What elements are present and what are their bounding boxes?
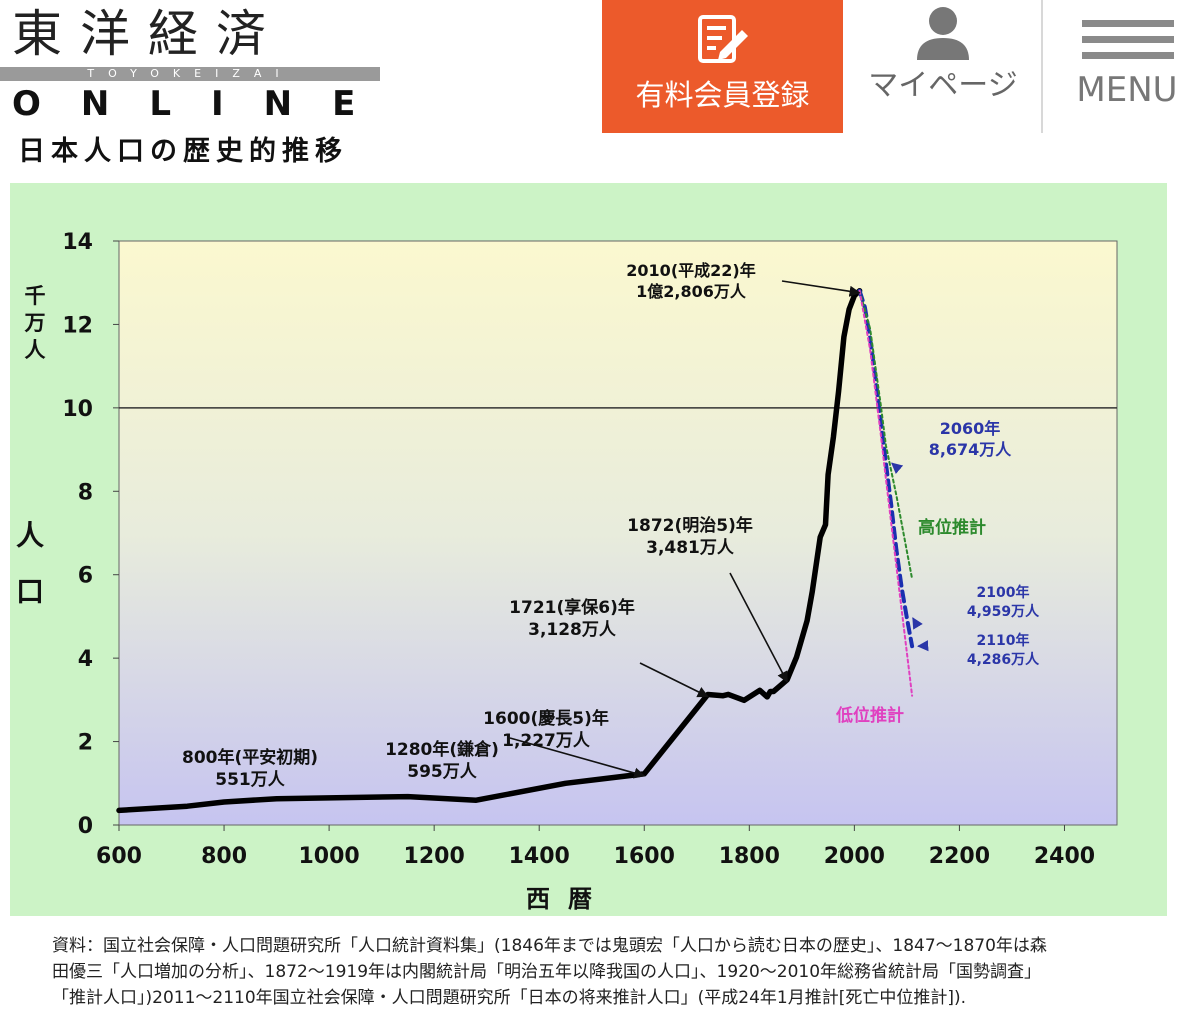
- series-line-3: [858, 289, 914, 580]
- x-tick-label: 2000: [824, 844, 885, 869]
- annotation-arrow: [891, 462, 904, 474]
- annotation-label: 1280年(鎌倉): [385, 739, 499, 760]
- annotation-label: 低位推計: [835, 705, 904, 726]
- edit-note-icon: [694, 12, 752, 74]
- annotation-label: 2060年: [940, 419, 1001, 438]
- source-line: 「推計人口」)2011～2110年国立社会保障・人口問題研究所「日本の将来推計人…: [52, 988, 967, 1008]
- annotation-label: 1億2,806万人: [636, 282, 747, 301]
- annotation-label: 2110年: [977, 632, 1030, 649]
- annotation-label: 4,959万人: [967, 603, 1040, 620]
- logo-online[interactable]: ONLINE: [12, 84, 396, 124]
- menu-button[interactable]: MENU: [1052, 0, 1198, 133]
- x-axis-label: 西暦: [526, 885, 610, 913]
- y-tick-label: 4: [78, 647, 93, 672]
- page-title: 日本人口の歴史的推移: [18, 136, 348, 167]
- x-tick-label: 800: [201, 844, 247, 869]
- y-tick-label: 12: [62, 313, 93, 338]
- y-tick-label: 0: [78, 814, 93, 839]
- plot-area: [118, 240, 1118, 826]
- series-line-2: [857, 288, 915, 649]
- annotation-arrow: [781, 280, 861, 297]
- annotation-arrow: [729, 572, 788, 683]
- unit-label-char: 人: [25, 338, 46, 362]
- unit-label-char: 万: [24, 311, 46, 335]
- population-chart: 0 2 4 6 8 10 12 14 600 800 1000 1200 1400 1600 1800 200…: [16, 230, 1118, 913]
- x-tick-label: 2200: [929, 844, 990, 869]
- x-tick-label: 1200: [404, 844, 465, 869]
- y-tick-label: 2: [78, 731, 93, 756]
- y-axis-label-char: 人: [16, 519, 44, 552]
- unit-label-char: 千: [25, 284, 46, 308]
- annotation-arrow: [509, 737, 646, 779]
- x-tick-label: 1000: [298, 844, 359, 869]
- annotation-arrow: [912, 617, 923, 630]
- series-line-1: [116, 288, 863, 814]
- person-icon: [911, 4, 975, 66]
- y-tick-label: 8: [78, 480, 93, 505]
- site-header: 東洋経済 TOYOKEIZAI ONLINE 有料会員登録 マイページ: [0, 0, 1198, 175]
- register-button[interactable]: 有料会員登録: [602, 0, 843, 133]
- header-divider: [1041, 0, 1043, 133]
- y-tick-label: 10: [62, 397, 93, 422]
- annotation-label: 4,286万人: [967, 651, 1040, 668]
- y-tick-label: 6: [78, 564, 93, 589]
- annotation-label: 3,481万人: [646, 538, 735, 558]
- annotation-label: 2100年: [977, 584, 1030, 601]
- annotation-label: 551万人: [215, 770, 285, 790]
- source-note: 資料：国立社会保障・人口問題研究所「人口統計資料集」(1846年までは鬼頭宏「人…: [52, 933, 1182, 1011]
- annotation-label: 1,227万人: [502, 731, 591, 751]
- annotation-label: 2010(平成22)年: [626, 261, 755, 280]
- x-tick-label: 2400: [1034, 844, 1095, 869]
- annotation-label: 3,128万人: [528, 620, 617, 640]
- mypage-label: マイページ: [868, 68, 1018, 103]
- annotation-label: 1872(明治5)年: [627, 515, 753, 536]
- logo-roman: TOYOKEIZAI: [87, 67, 293, 80]
- source-line: 資料：国立社会保障・人口問題研究所「人口統計資料集」(1846年までは鬼頭宏「人…: [52, 936, 1047, 956]
- y-tick-label: 14: [62, 230, 93, 255]
- y-axis-label-char: 口: [16, 575, 44, 608]
- source-line: 田優三「人口増加の分析」、1872～1919年は内閣統計局「明治五年以降我国の人…: [52, 962, 1042, 982]
- logo-kanji[interactable]: 東洋経済: [12, 5, 284, 63]
- register-label: 有料会員登録: [635, 78, 810, 112]
- annotation-label: 1600(慶長5)年: [483, 708, 609, 729]
- annotation-label: 1721(享保6)年: [509, 597, 635, 618]
- annotation-arrow: [639, 662, 709, 698]
- logo-bar: [0, 67, 380, 81]
- annotation-label: 8,674万人: [929, 440, 1013, 459]
- x-tick-label: 600: [96, 844, 142, 869]
- mypage-button[interactable]: マイページ: [848, 0, 1038, 133]
- chart-container: 0 2 4 6 8 10 12 14 600 800 1000 1200 1400 1600 1800 200…: [10, 183, 1167, 916]
- x-tick-label: 1800: [719, 844, 780, 869]
- x-tick-label: 1400: [509, 844, 570, 869]
- annotation-label: 595万人: [407, 762, 477, 782]
- annotation-label: 高位推計: [918, 517, 986, 538]
- x-tick-label: 1600: [614, 844, 675, 869]
- menu-label: MENU: [1076, 70, 1178, 110]
- annotation-label: 800年(平安初期): [182, 747, 318, 768]
- series-line-4: [858, 289, 914, 697]
